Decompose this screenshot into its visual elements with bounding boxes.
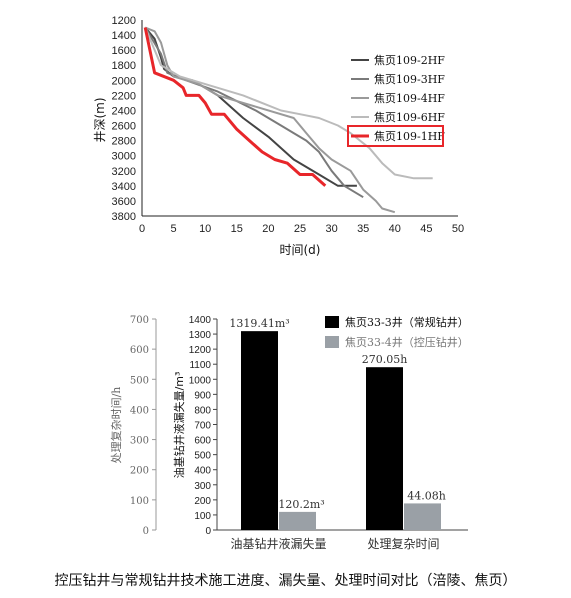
- left-tick-label: 300: [194, 481, 211, 492]
- legend-label: 焦页33-4井（控压钻井）: [345, 335, 469, 349]
- series-line-5: [143, 27, 327, 187]
- legend-label: 焦页109-2HF: [374, 54, 445, 67]
- y-tick-label: 3200: [112, 166, 136, 178]
- data-label: 44.08h: [407, 489, 446, 502]
- x-tick-label: 5: [171, 223, 177, 235]
- y-tick-label: 2400: [112, 105, 136, 117]
- x-tick-label: 15: [231, 223, 243, 235]
- x-axis-title: 时间(d): [280, 243, 321, 257]
- legend-label: 焦页109-4HF: [374, 92, 445, 105]
- legend-swatch: [325, 336, 339, 348]
- left-tick-label: 1300: [189, 330, 212, 341]
- right-tick-label: 700: [130, 315, 149, 326]
- y-tick-label: 1600: [112, 45, 136, 57]
- right-tick-label: 400: [130, 405, 149, 416]
- left-tick-label: 0: [205, 526, 211, 537]
- right-tick-label: 600: [130, 345, 149, 356]
- legend-label: 焦页33-3井（常规钻井）: [345, 315, 469, 329]
- right-axis-title: 处理复杂时间/h: [109, 387, 123, 464]
- left-tick-label: 800: [194, 405, 211, 416]
- category-label: 油基钻井液漏失量: [230, 536, 326, 551]
- y-tick-label: 1800: [112, 60, 136, 72]
- legend-label: 焦页109-1HF: [374, 130, 445, 143]
- left-tick-label: 1400: [189, 315, 212, 326]
- left-tick-label: 1000: [189, 375, 212, 386]
- y-tick-label: 2600: [112, 121, 136, 133]
- data-label: 270.05h: [362, 353, 408, 366]
- bar-1-1: [241, 331, 278, 530]
- right-tick-label: 500: [130, 375, 149, 386]
- left-tick-label: 600: [194, 436, 211, 447]
- right-tick-label: 100: [130, 496, 149, 507]
- x-tick-label: 30: [325, 223, 337, 235]
- left-tick-label: 200: [194, 496, 211, 507]
- left-tick-label: 100: [194, 511, 211, 522]
- y-axis-title: 井深(m): [93, 97, 107, 142]
- x-tick-label: 20: [262, 223, 274, 235]
- left-tick-label: 700: [194, 421, 211, 432]
- line-chart: 1200 1400 1600 1800 2000 2200 2400 2600 2800 3000…: [93, 15, 464, 257]
- y-tick-label: 3600: [112, 196, 136, 208]
- x-tick-label: 50: [452, 223, 464, 235]
- bar-1-2: [279, 511, 316, 530]
- series-line-4: [144, 27, 433, 180]
- left-tick-label: 500: [194, 451, 211, 462]
- bar-2-1: [366, 367, 403, 530]
- bar-chart: 0100200300400500600700800900100011001200…: [109, 315, 469, 551]
- legend-highlight-box: [347, 125, 444, 147]
- bar-2-2: [404, 503, 441, 530]
- y-tick-label: 1400: [112, 30, 136, 42]
- data-label: 1319.41m³: [229, 317, 289, 330]
- left-tick-label: 1200: [189, 345, 212, 356]
- x-tick-label: 0: [139, 223, 145, 235]
- series-line-3: [144, 26, 396, 214]
- left-tick-label: 900: [194, 390, 211, 401]
- legend-label: 焦页109-3HF: [374, 73, 445, 86]
- right-tick-label: 0: [143, 526, 149, 537]
- y-tick-label: 3400: [112, 181, 136, 193]
- x-tick-label: 35: [357, 223, 369, 235]
- legend-swatch: [325, 316, 339, 328]
- y-tick-label: 2800: [112, 136, 136, 148]
- x-tick-label: 10: [199, 223, 211, 235]
- category-label: 处理复杂时间: [367, 537, 439, 551]
- y-tick-label: 3800: [112, 211, 136, 223]
- y-tick-label: 2000: [112, 75, 136, 87]
- left-tick-label: 400: [194, 466, 211, 477]
- left-tick-label: 1100: [189, 360, 211, 371]
- left-axis-title: 油基钻井液漏失量/m³: [172, 372, 186, 479]
- y-tick-label: 1200: [112, 15, 136, 27]
- legend-label: 焦页109-6HF: [374, 111, 445, 124]
- x-tick-label: 45: [420, 223, 432, 235]
- right-tick-label: 200: [130, 466, 149, 477]
- y-tick-label: 2200: [112, 90, 136, 102]
- right-tick-label: 300: [130, 436, 149, 447]
- x-tick-label: 25: [294, 223, 306, 235]
- data-label: 120.2m³: [278, 498, 324, 511]
- x-tick-label: 40: [389, 223, 401, 235]
- figure-caption: 控压钻井与常规钻井技术施工进度、漏失量、处理时间对比（涪陵、焦页）: [54, 573, 517, 589]
- y-tick-label: 3000: [112, 151, 136, 163]
- series-line-2: [144, 26, 364, 199]
